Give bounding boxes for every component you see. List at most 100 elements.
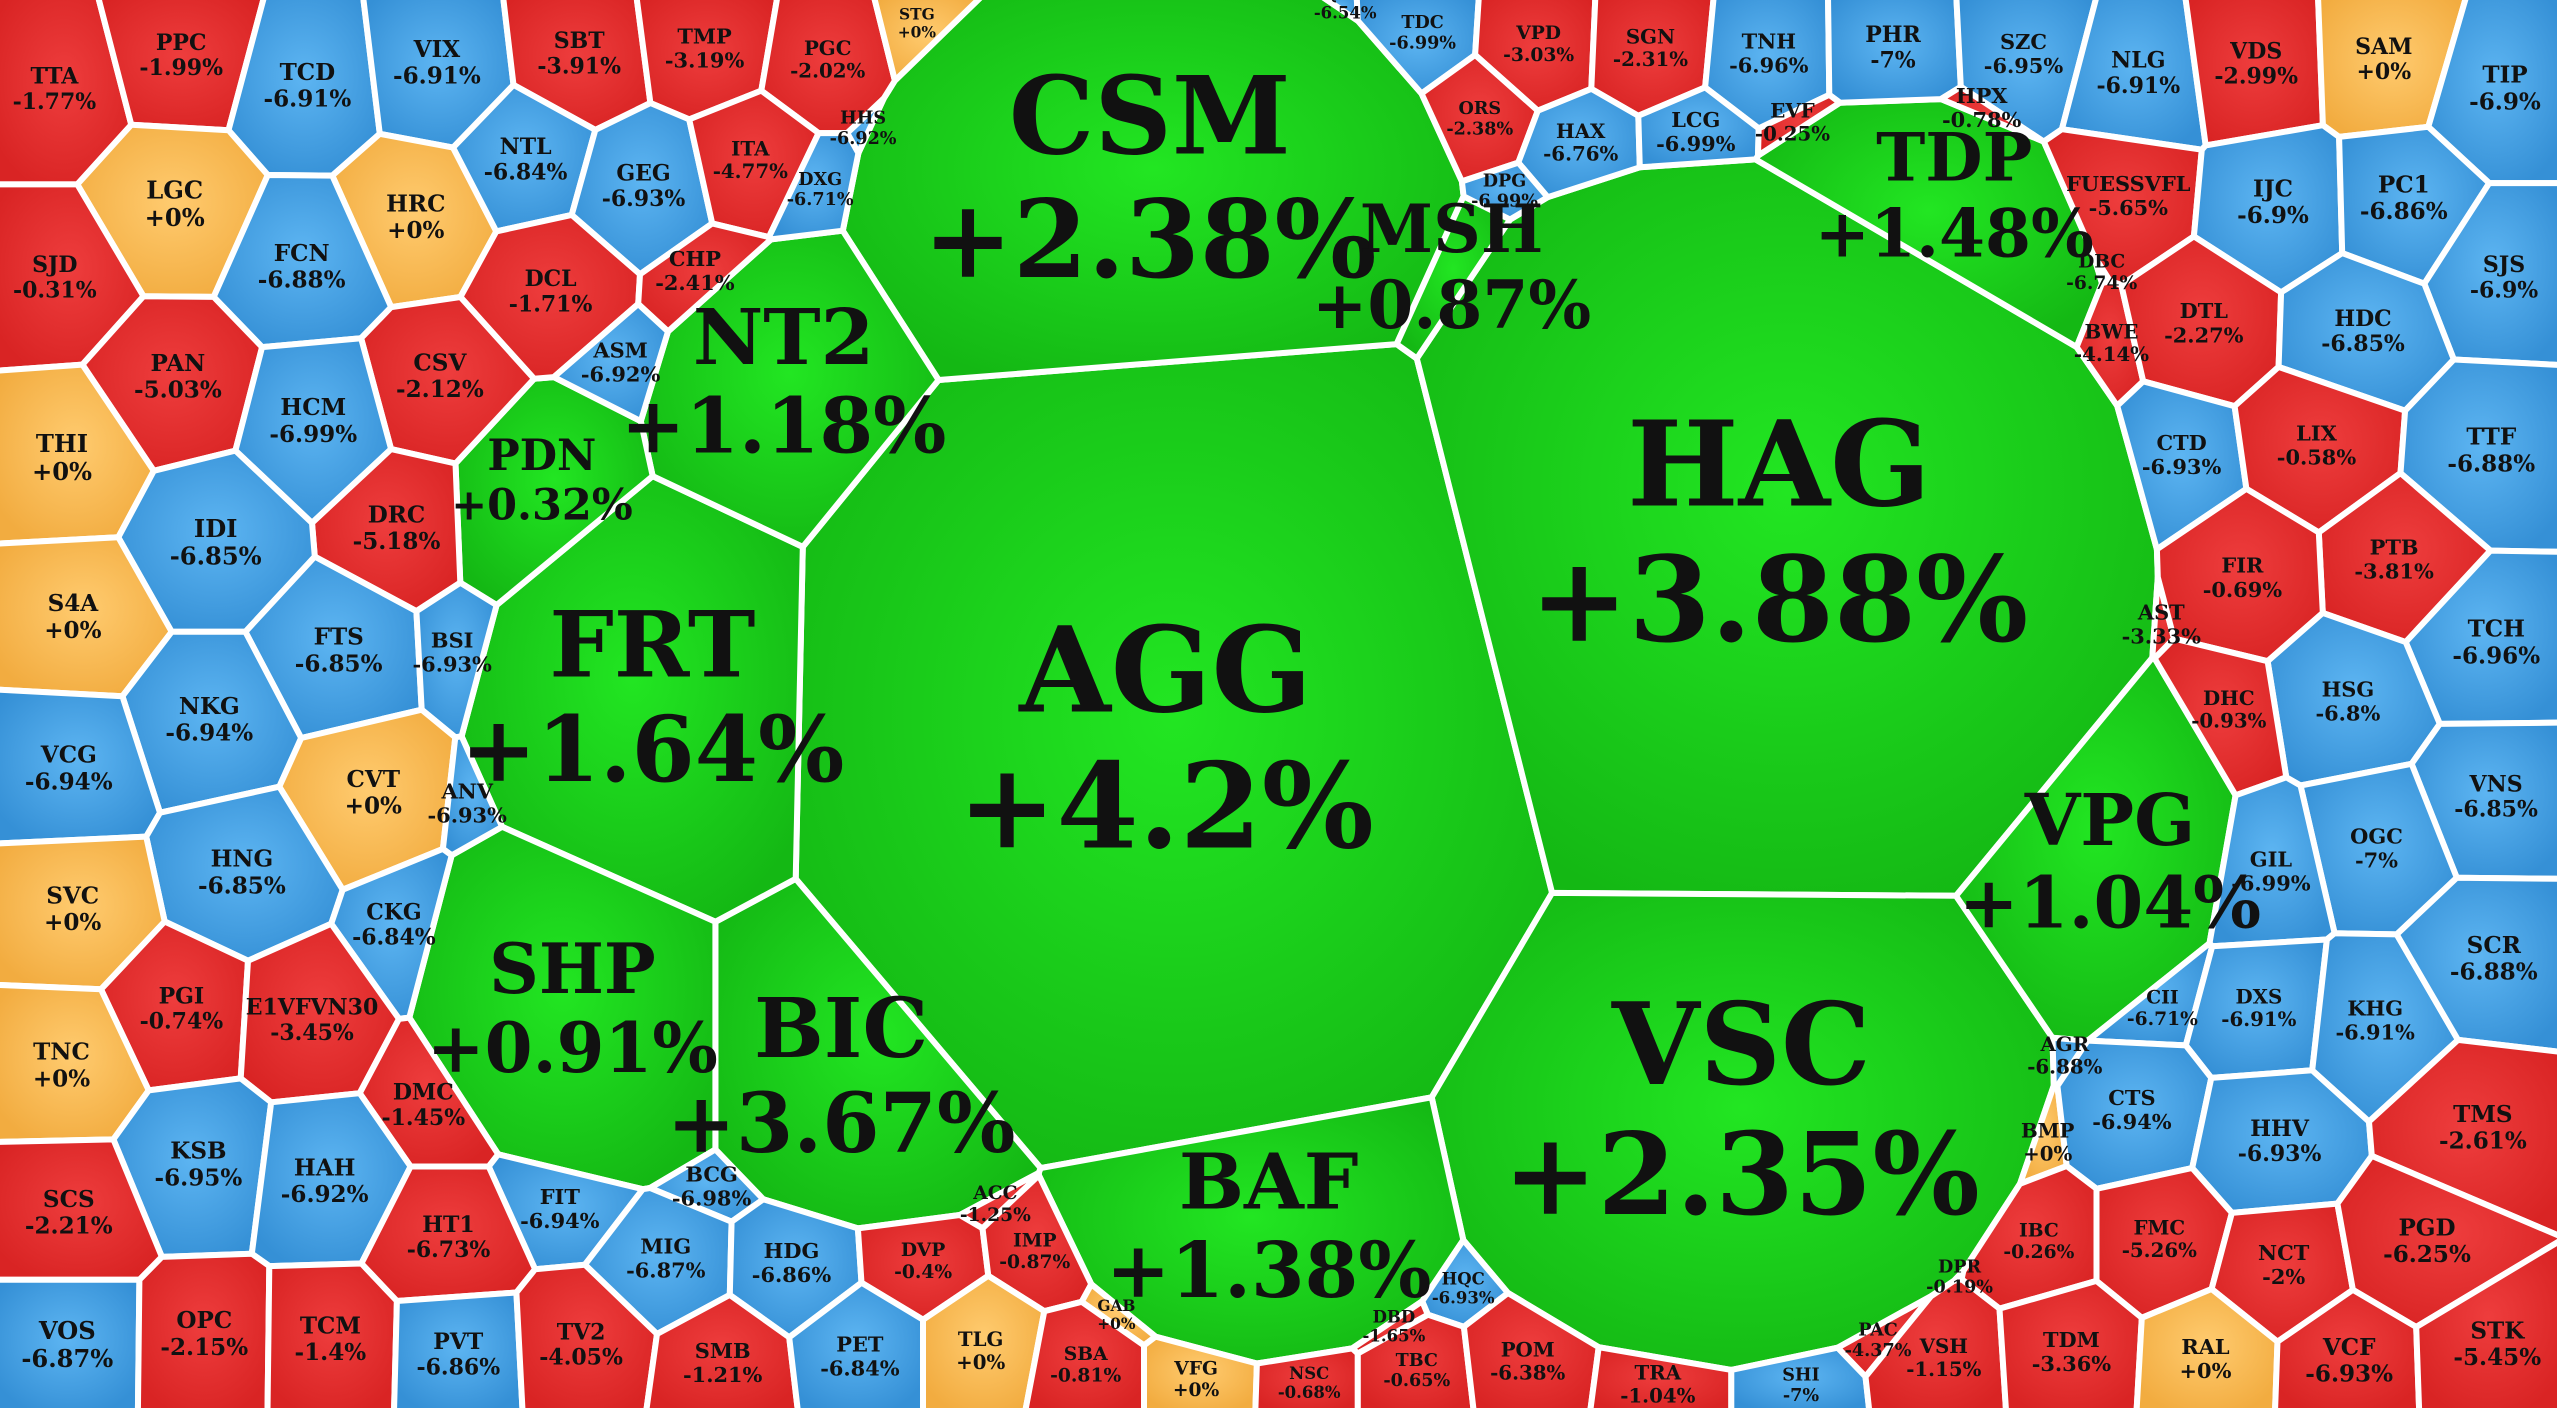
ticker-label: OPC bbox=[176, 1307, 232, 1334]
change-label: -1.71% bbox=[509, 291, 593, 317]
change-label: -0.74% bbox=[140, 1009, 224, 1035]
change-label: -6.92% bbox=[281, 1181, 369, 1208]
change-label: -6.92% bbox=[581, 362, 661, 387]
change-label: -6.93% bbox=[602, 186, 686, 212]
ticker-label: IBC bbox=[2019, 1220, 2059, 1242]
ticker-label: SJD bbox=[32, 252, 77, 278]
change-label: -6.94% bbox=[520, 1208, 600, 1233]
change-label: -1.65% bbox=[1363, 1327, 1426, 1346]
ticker-label: LCG bbox=[1671, 107, 1720, 132]
change-label: -6.84% bbox=[820, 1355, 900, 1380]
change-label: -6.93% bbox=[1432, 1289, 1495, 1308]
change-label: -7% bbox=[1783, 1385, 1820, 1406]
cell-dpg[interactable] bbox=[1458, 159, 1551, 223]
ticker-label: IDI bbox=[194, 514, 238, 543]
ticker-label: VSC bbox=[1611, 978, 1871, 1111]
change-label: -6.76% bbox=[1543, 142, 1618, 166]
ticker-label: DMC bbox=[393, 1080, 454, 1106]
change-label: -6.71% bbox=[2127, 1008, 2198, 1030]
change-label: -2% bbox=[2262, 1264, 2305, 1289]
ticker-label: HAG bbox=[1627, 394, 1931, 533]
ticker-label: STK bbox=[2470, 1317, 2525, 1344]
ticker-label: FUESSVFL bbox=[2066, 171, 2191, 196]
ticker-label: VPD bbox=[1515, 22, 1561, 44]
ticker-label: POM bbox=[1501, 1338, 1555, 1362]
change-label: -6.91% bbox=[264, 85, 352, 112]
change-label: -1.21% bbox=[683, 1362, 763, 1387]
change-label: +3.67% bbox=[667, 1075, 1016, 1172]
cell-asm[interactable] bbox=[550, 301, 671, 425]
cell-stk[interactable] bbox=[2413, 1239, 2557, 1408]
change-label: +0% bbox=[1173, 1379, 1220, 1401]
ticker-label: VFG bbox=[1173, 1358, 1218, 1380]
change-label: +0% bbox=[44, 617, 101, 644]
ticker-label: MSH bbox=[1360, 190, 1543, 268]
ticker-label: EVF bbox=[1770, 99, 1814, 123]
ticker-label: STG bbox=[899, 6, 935, 24]
ticker-label: SJS bbox=[2483, 252, 2525, 278]
change-label: -3.91% bbox=[537, 54, 621, 80]
ticker-label: FIR bbox=[2221, 553, 2264, 578]
change-label: -1.99% bbox=[139, 55, 223, 81]
change-label: -6.84% bbox=[484, 160, 568, 186]
ticker-label: KHG bbox=[2347, 996, 2403, 1021]
ticker-label: ANV bbox=[440, 778, 493, 803]
ticker-label: TDM bbox=[2043, 1327, 2100, 1352]
ticker-label: AGG bbox=[1018, 601, 1312, 740]
change-label: -6.88% bbox=[258, 267, 346, 294]
ticker-label: QCG bbox=[1324, 0, 1366, 4]
ticker-label: PVT bbox=[433, 1329, 484, 1355]
change-label: +0% bbox=[32, 457, 92, 486]
change-label: -0.25% bbox=[1755, 121, 1830, 145]
change-label: +0.87% bbox=[1312, 266, 1591, 344]
ticker-label: TNC bbox=[33, 1039, 90, 1066]
ticker-label: TBC bbox=[1396, 1350, 1438, 1371]
change-label: -1.45% bbox=[381, 1105, 465, 1131]
ticker-label: HPX bbox=[1956, 83, 2008, 108]
ticker-label: HAH bbox=[294, 1154, 356, 1181]
change-label: -6.88% bbox=[2447, 450, 2535, 477]
change-label: -6.87% bbox=[21, 1344, 113, 1373]
ticker-label: VNS bbox=[2469, 771, 2523, 797]
ticker-label: SVC bbox=[46, 883, 99, 910]
change-label: -6.9% bbox=[2237, 202, 2309, 229]
cell-tms[interactable] bbox=[2366, 1036, 2557, 1239]
change-label: -6.9% bbox=[2469, 88, 2541, 115]
ticker-label: FMC bbox=[2133, 1215, 2185, 1239]
ticker-label: BWE bbox=[2084, 319, 2138, 343]
cell-scr[interactable] bbox=[2393, 874, 2557, 1055]
ticker-label: AGR bbox=[2039, 1032, 2089, 1056]
cell-stg[interactable] bbox=[871, 0, 983, 84]
ticker-label: GAB bbox=[1097, 1297, 1135, 1315]
labels-layer: AGG+4.2% HAG+3.88% CSM+2.38% VSC+2.35% BIC+3… bbox=[13, 0, 2542, 1408]
change-label: -6.85% bbox=[295, 650, 383, 677]
cell-hpx[interactable] bbox=[1938, 83, 2047, 145]
change-label: -6.94% bbox=[25, 768, 113, 795]
ticker-label: DBC bbox=[2078, 251, 2125, 273]
ticker-label: TTF bbox=[2466, 424, 2517, 451]
ticker-label: TCD bbox=[280, 59, 336, 86]
ticker-label: CTS bbox=[2108, 1085, 2155, 1110]
change-label: -6.85% bbox=[170, 542, 262, 571]
ticker-label: PET bbox=[836, 1331, 884, 1356]
change-label: -6.54% bbox=[1314, 4, 1377, 23]
ticker-label: IJC bbox=[2253, 176, 2293, 203]
ticker-label: HDC bbox=[2334, 306, 2391, 332]
change-label: -0.4% bbox=[894, 1261, 952, 1283]
ticker-label: PAN bbox=[151, 350, 206, 377]
ticker-label: HQC bbox=[1442, 1270, 1485, 1289]
ticker-label: CTD bbox=[2156, 430, 2206, 455]
ticker-label: HAX bbox=[1556, 119, 1606, 143]
change-label: -6.88% bbox=[2027, 1055, 2102, 1079]
ticker-label: SBT bbox=[554, 28, 605, 54]
change-label: -6.99% bbox=[2231, 871, 2311, 896]
ticker-label: NT2 bbox=[693, 293, 874, 383]
cell-evf[interactable] bbox=[1755, 91, 1843, 159]
cell-vsh[interactable] bbox=[1862, 1276, 2009, 1408]
ticker-label: SCS bbox=[43, 1186, 95, 1213]
change-label: -3.81% bbox=[2354, 558, 2434, 583]
ticker-label: DTL bbox=[2180, 298, 2229, 323]
ticker-label: DPG bbox=[1483, 170, 1527, 191]
ticker-label: DVP bbox=[901, 1239, 945, 1261]
change-label: -1.25% bbox=[960, 1204, 1031, 1226]
